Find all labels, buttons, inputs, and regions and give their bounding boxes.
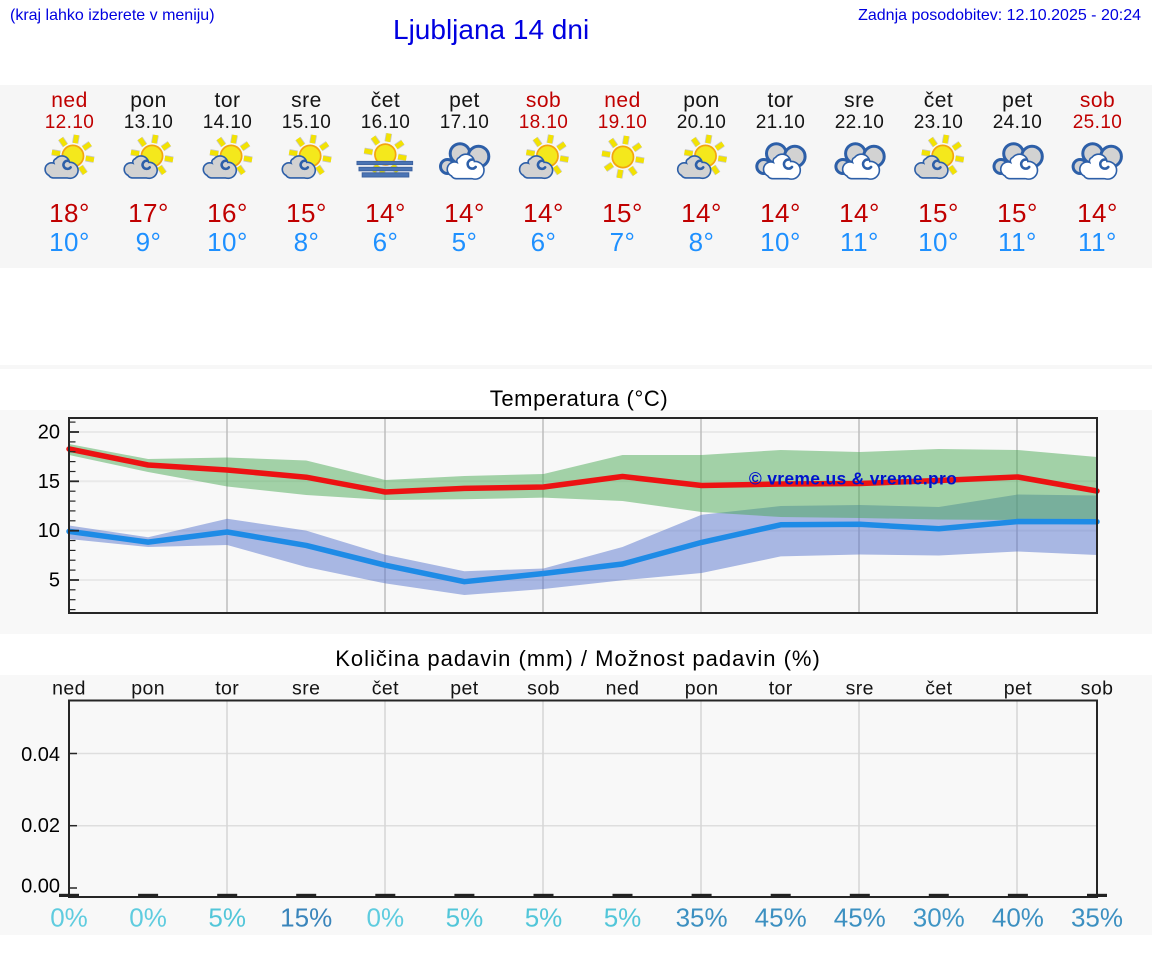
svg-text:ned: ned [52,678,86,700]
svg-text:0.04: 0.04 [21,744,60,766]
svg-text:5%: 5% [604,903,642,933]
svg-text:sre: sre [846,678,874,700]
svg-text:45%: 45% [834,903,886,933]
svg-text:0%: 0% [129,903,167,933]
svg-text:pon: pon [685,678,719,700]
svg-text:5%: 5% [446,903,484,933]
svg-text:20: 20 [38,422,60,444]
svg-text:5%: 5% [525,903,563,933]
svg-text:pon: pon [131,678,165,700]
svg-text:15: 15 [38,471,60,493]
svg-text:sob: sob [1081,678,1114,700]
svg-text:30%: 30% [913,903,965,933]
svg-text:0.02: 0.02 [21,815,60,837]
svg-text:35%: 35% [1071,903,1123,933]
svg-text:5: 5 [49,570,60,592]
svg-text:© vreme.us & vreme.pro: © vreme.us & vreme.pro [749,469,957,489]
svg-text:0%: 0% [367,903,405,933]
svg-text:čet: čet [925,678,952,700]
svg-text:sob: sob [527,678,560,700]
svg-text:pet: pet [1004,678,1032,700]
svg-text:ned: ned [606,678,640,700]
svg-text:40%: 40% [992,903,1044,933]
svg-text:10: 10 [38,520,60,542]
svg-text:35%: 35% [676,903,728,933]
svg-text:45%: 45% [755,903,807,933]
svg-text:15%: 15% [280,903,332,933]
svg-text:sre: sre [292,678,320,700]
svg-text:5%: 5% [208,903,246,933]
svg-text:0%: 0% [50,903,88,933]
svg-text:0.00: 0.00 [21,876,60,898]
svg-text:čet: čet [372,678,399,700]
svg-text:tor: tor [769,678,793,700]
svg-text:tor: tor [215,678,239,700]
svg-text:pet: pet [450,678,478,700]
